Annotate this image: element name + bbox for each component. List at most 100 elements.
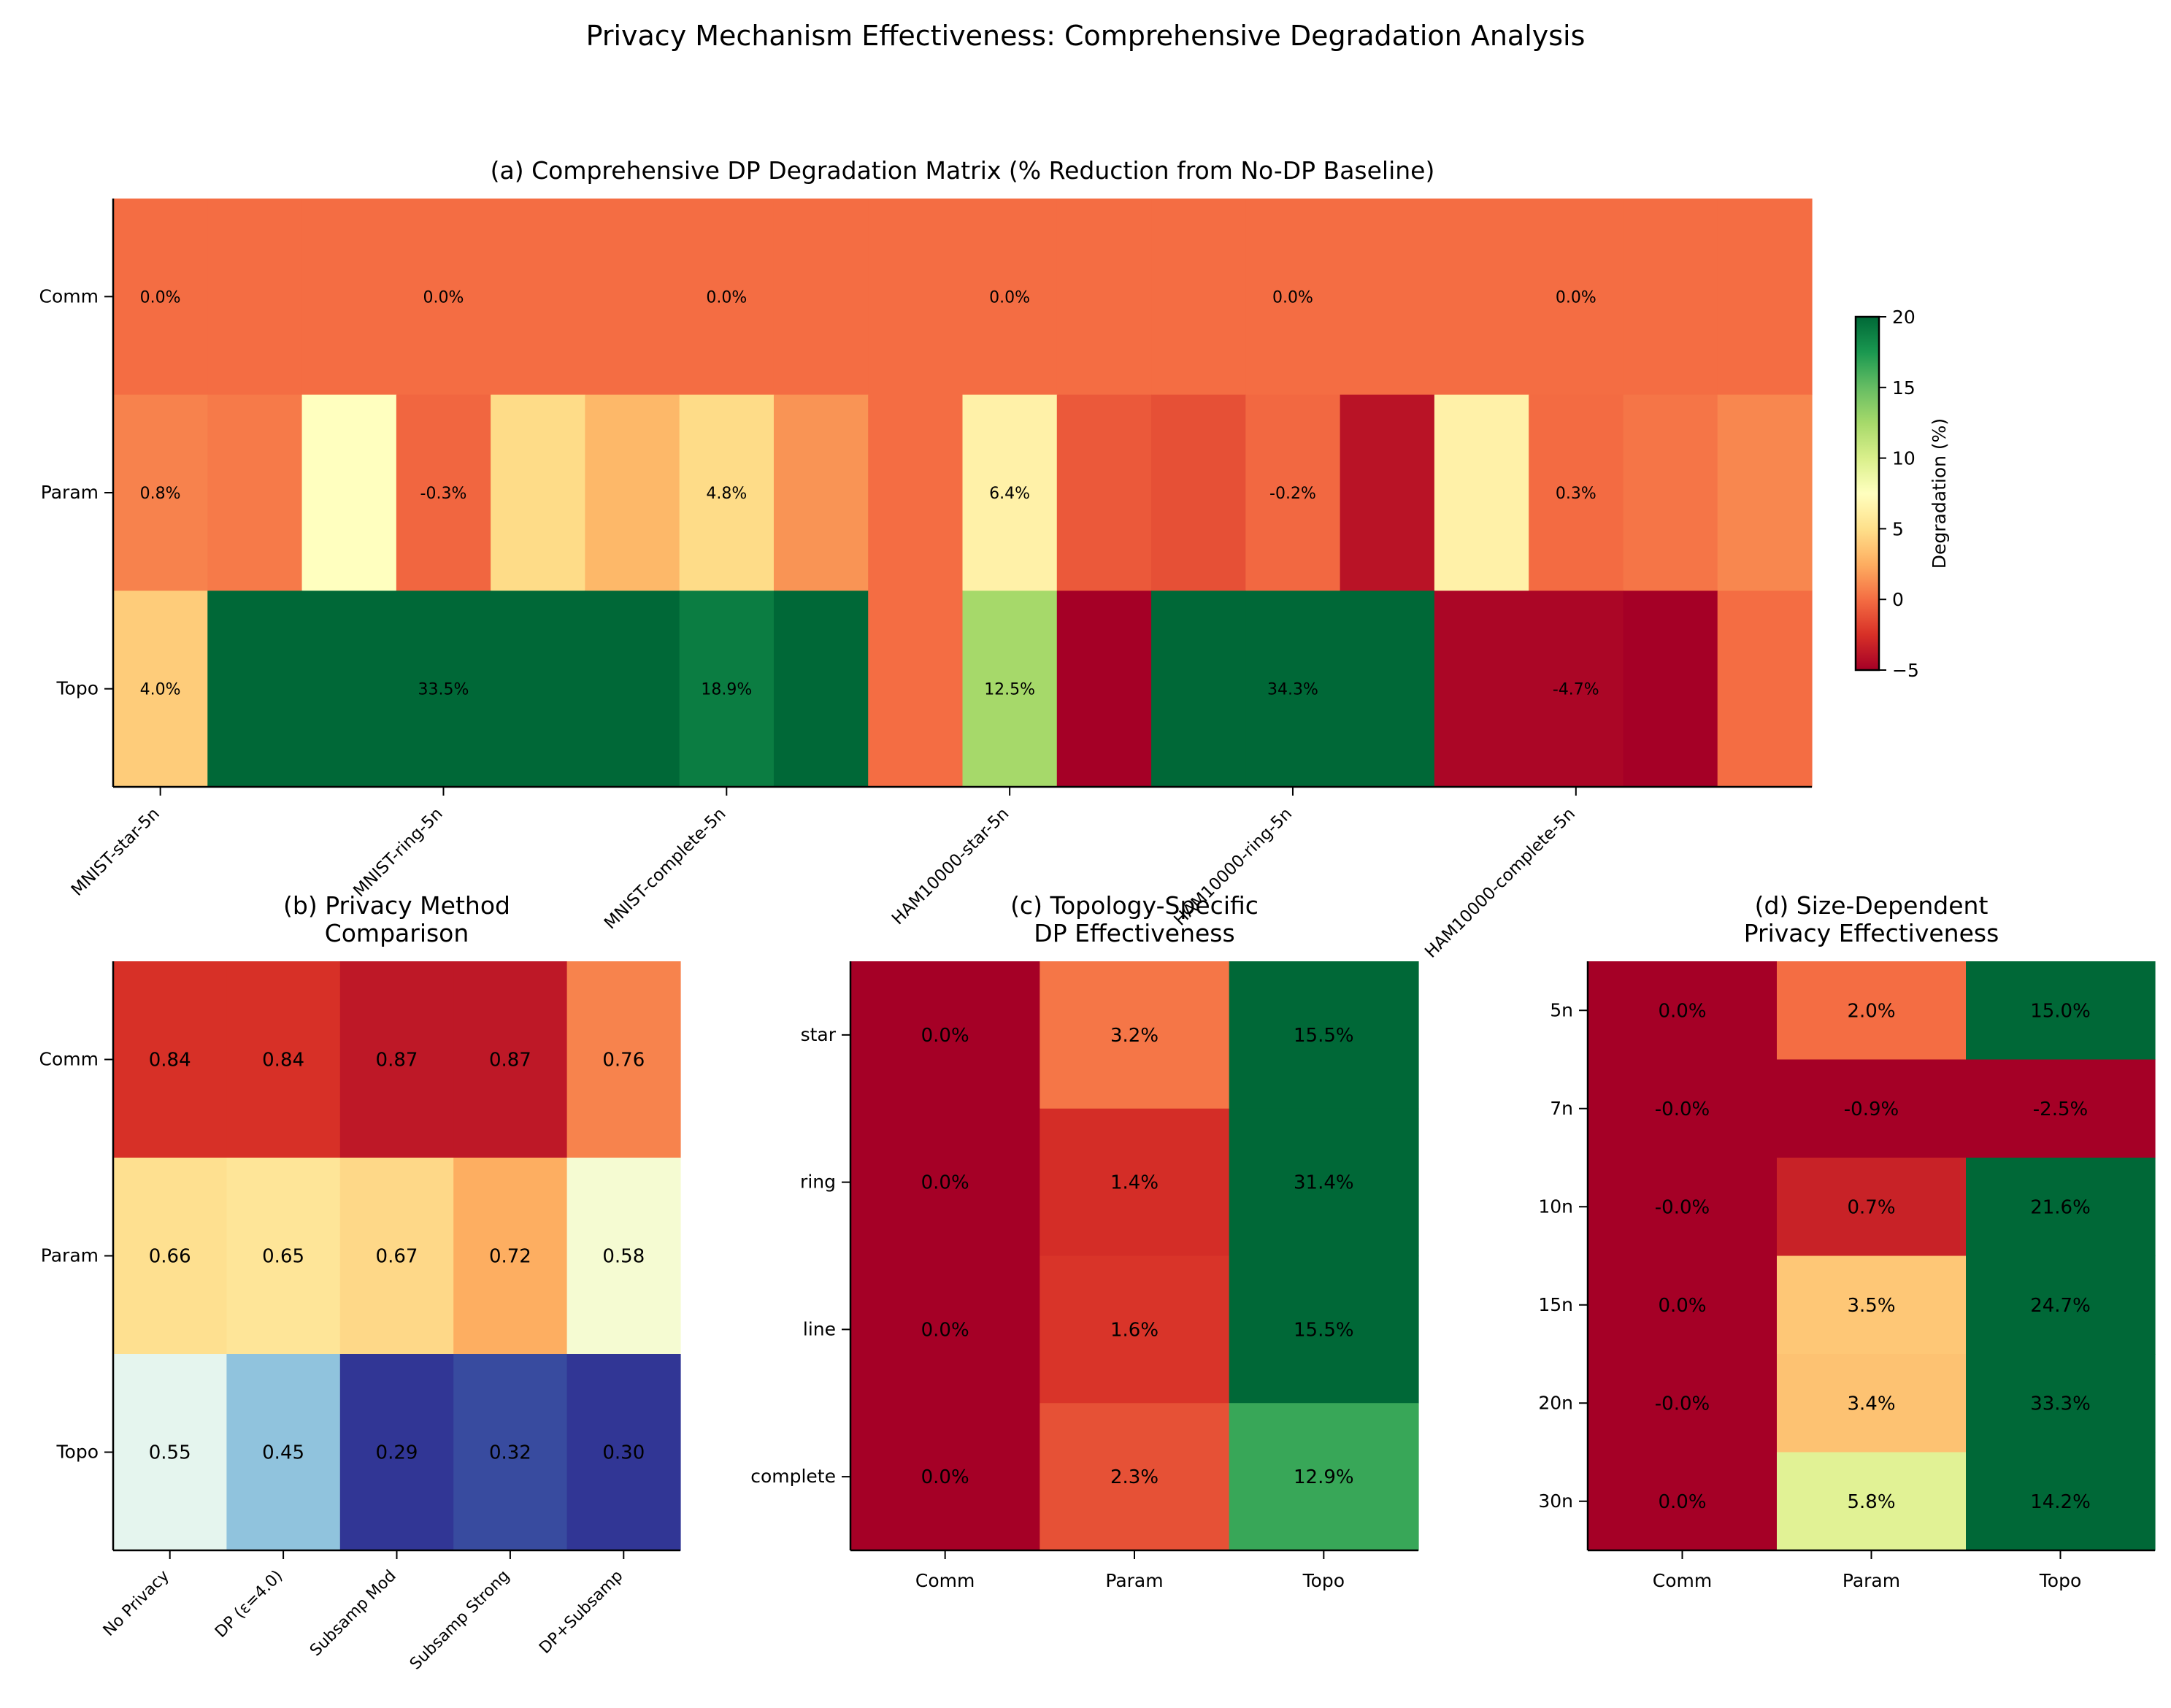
panel-b-cell-label: 0.45 xyxy=(262,1442,304,1464)
panel-a-colorbar-tick-label: 20 xyxy=(1892,307,1916,328)
panel-b-cell-label: 0.58 xyxy=(602,1246,645,1268)
panel-a-cell-label: 34.3% xyxy=(1267,681,1318,699)
panel-b-cell-label: 0.84 xyxy=(149,1050,191,1072)
panel-a-colorbar xyxy=(1854,315,1880,672)
panel-b-cell xyxy=(339,961,454,1158)
panel-a-cell xyxy=(113,199,208,396)
panel-c-cell-label: 0.0% xyxy=(921,1319,969,1341)
panel-c-cell xyxy=(1040,1255,1230,1404)
panel-a-cell xyxy=(773,591,869,788)
panel-a-cell xyxy=(1529,199,1624,396)
panel-b-ytick-label: Param xyxy=(41,1245,99,1266)
panel-a-cell xyxy=(207,394,303,591)
panel-d-ytick-label: 15n xyxy=(1538,1294,1573,1315)
panel-b-cell xyxy=(339,1158,454,1355)
panel-a-cell xyxy=(491,199,585,396)
panel-a-cell xyxy=(1623,591,1718,788)
panel-d-size-effectiveness: 0.0% 2.0% 15.0% -0.0% -0.9% -2.5% -0.0% 0.7% 21.… xyxy=(1538,891,2156,1591)
panel-a-cell-label: -0.2% xyxy=(1269,485,1316,503)
panel-d-cell-label: 0.0% xyxy=(1658,1000,1706,1022)
panel-a-cell xyxy=(113,591,208,788)
panel-a-cell xyxy=(868,591,964,788)
panel-c-ytick-label: star xyxy=(801,1024,837,1045)
panel-b-cell-label: 0.30 xyxy=(602,1442,645,1464)
panel-a-cell xyxy=(1056,394,1152,591)
panel-a-cell xyxy=(585,199,680,396)
panel-b-cell-label: 0.29 xyxy=(376,1442,418,1464)
panel-b-cell xyxy=(453,1158,568,1355)
panel-c-ytick-label: complete xyxy=(750,1466,836,1487)
panel-d-cell xyxy=(1588,1158,1778,1257)
panel-c-cell-label: 2.3% xyxy=(1110,1466,1158,1488)
panel-b-cell xyxy=(113,1354,227,1551)
panel-d-cell xyxy=(1777,1255,1967,1355)
panel-d-cell xyxy=(1588,1354,1778,1453)
panel-d-cell xyxy=(1588,1452,1778,1551)
panel-a-cell xyxy=(396,199,491,396)
panel-b-title: Comparison xyxy=(325,919,469,947)
panel-a-cell xyxy=(1151,591,1246,788)
panel-a-cell xyxy=(1623,394,1718,591)
panel-b-cell-label: 0.87 xyxy=(376,1050,418,1072)
panel-a-cell-label: 0.0% xyxy=(989,288,1030,307)
panel-a-cell xyxy=(396,591,491,788)
panel-b-cell-label: 0.67 xyxy=(376,1246,418,1268)
panel-a-cell-label: 0.0% xyxy=(140,288,181,307)
panel-a-cell xyxy=(773,394,869,591)
panel-c-cell xyxy=(1040,1108,1230,1257)
panel-d-cell xyxy=(1588,1059,1778,1158)
panel-a-cell xyxy=(962,394,1058,591)
panel-b-cell xyxy=(453,1354,568,1551)
panel-a-colorbar-tick-label: 5 xyxy=(1892,518,1904,539)
panel-d-cell-label: 3.4% xyxy=(1847,1393,1895,1415)
panel-b-cell-label: 0.72 xyxy=(489,1246,531,1268)
panel-a-cell xyxy=(1056,591,1152,788)
panel-b-cell xyxy=(226,961,341,1158)
panel-d-cell xyxy=(1966,961,2156,1061)
panel-a-cell xyxy=(301,591,397,788)
panel-d-cell xyxy=(1966,1255,2156,1355)
panel-d-ytick-label: 7n xyxy=(1550,1098,1573,1119)
panel-c-topology-effectiveness: 0.0% 3.2% 15.5% 0.0% 1.4% 31.4% 0.0% 1.6% 15.5% 0… xyxy=(750,891,1419,1591)
panel-d-cell-label: 33.3% xyxy=(2030,1393,2091,1415)
panel-a-degradation-matrix: 0.0% 0.0% 0.0% 0.0% 0.0% 0.0% 0.8% -0.3% 4.8% 6.4… xyxy=(39,156,1950,962)
panel-a-cell xyxy=(1245,199,1341,396)
panel-b-cell-label: 0.65 xyxy=(262,1246,304,1268)
panel-b-ytick-label: Topo xyxy=(56,1442,99,1463)
panel-b-privacy-method-comparison: 0.84 0.84 0.87 0.87 0.76 0.66 0.65 0.67 0.72 0.58… xyxy=(39,891,681,1674)
panel-b-ytick-label: Comm xyxy=(39,1049,99,1070)
panel-b-cell xyxy=(113,961,227,1158)
panel-a-cell xyxy=(679,591,775,788)
panel-a-cell xyxy=(868,199,964,396)
panel-a-cell xyxy=(113,394,208,591)
panel-d-cell xyxy=(1966,1354,2156,1453)
panel-d-ytick-label: 30n xyxy=(1538,1490,1573,1512)
panel-c-cell-label: 0.0% xyxy=(921,1025,969,1047)
panel-a-cell xyxy=(301,394,397,591)
panel-b-cell-label: 0.76 xyxy=(602,1050,645,1072)
panel-c-cell-label: 15.5% xyxy=(1294,1319,1354,1341)
panel-b-cell xyxy=(566,961,681,1158)
panel-d-cell xyxy=(1777,1354,1967,1453)
panel-a-colorbar-tick-label: −5 xyxy=(1892,660,1919,681)
panel-a-cell xyxy=(1434,394,1529,591)
panel-a-cell xyxy=(1434,591,1529,788)
panel-d-cell-label: 0.7% xyxy=(1847,1196,1895,1218)
panel-c-cell-label: 12.9% xyxy=(1294,1466,1354,1488)
panel-c-cell xyxy=(1040,1403,1230,1551)
panel-d-cell-label: 2.0% xyxy=(1847,1000,1895,1022)
panel-c-cell xyxy=(850,1403,1040,1551)
panel-c-xtick-label: Param xyxy=(1105,1570,1163,1591)
panel-a-cell-label: 0.8% xyxy=(140,485,181,503)
panel-d-cell-label: -0.9% xyxy=(1844,1099,1899,1120)
panel-a-cell-label: 0.0% xyxy=(1556,288,1596,307)
panel-a-title: (a) Comprehensive DP Degradation Matrix … xyxy=(491,156,1435,185)
panel-a-cell xyxy=(207,591,303,788)
panel-a-cell-label: 33.5% xyxy=(418,681,469,699)
panel-a-cell-label: 4.0% xyxy=(140,681,181,699)
panel-c-cell xyxy=(1229,961,1419,1109)
panel-a-cell xyxy=(1717,199,1813,396)
panel-a-cell xyxy=(1340,199,1435,396)
panel-a-colorbar-tick-label: 15 xyxy=(1892,377,1916,399)
